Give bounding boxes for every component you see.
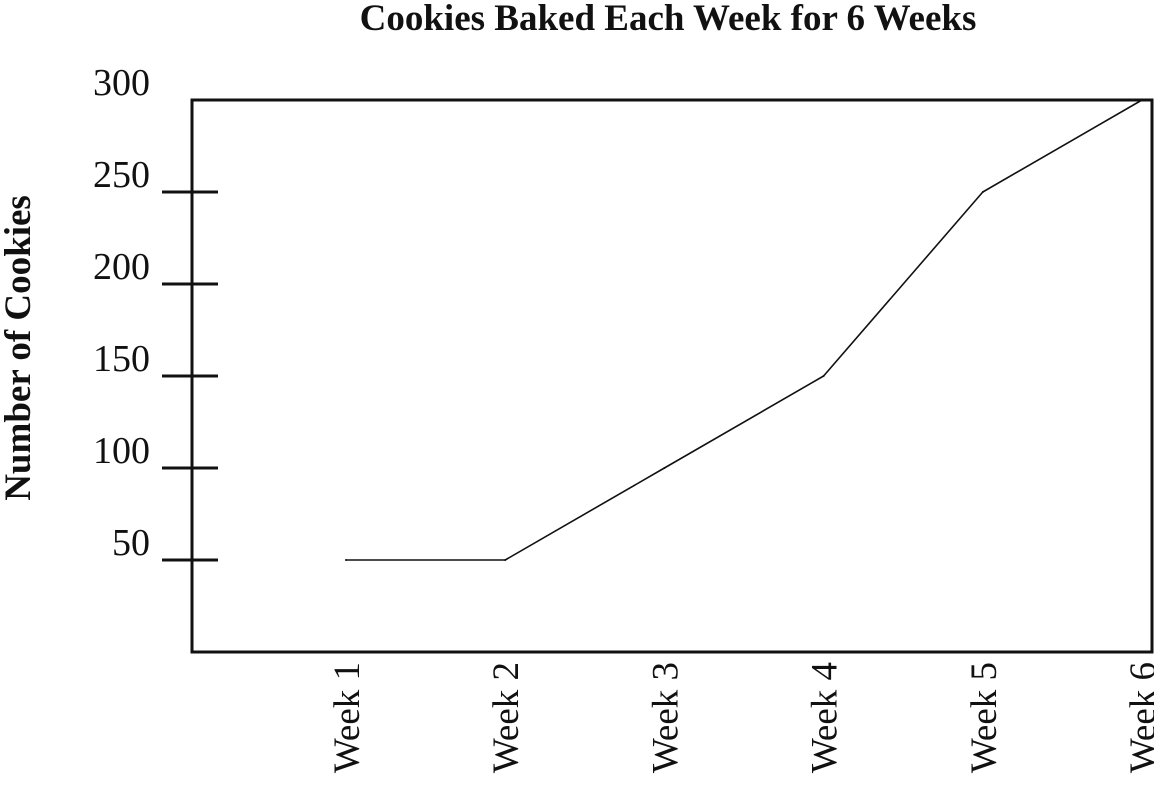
y-tick-label: 300 <box>93 62 150 104</box>
x-tick-label: Week 5 <box>964 662 1005 773</box>
y-tick-label: 50 <box>112 522 150 564</box>
x-tick-label: Week 2 <box>486 662 527 773</box>
y-tick-label: 100 <box>93 430 150 472</box>
data-point <box>663 467 666 469</box>
x-tick-label: Week 4 <box>805 662 846 773</box>
x-tick-label: Week 1 <box>327 662 368 773</box>
y-axis-label: Number of Cookies <box>0 195 39 501</box>
plot-frame <box>190 98 1154 654</box>
data-point <box>504 559 507 561</box>
data-point <box>345 559 347 561</box>
chart-title: Cookies Baked Each Week for 6 Weeks <box>360 0 977 39</box>
x-tick-label: Week 3 <box>645 662 686 773</box>
series-line <box>346 99 1143 561</box>
y-tick-label: 200 <box>93 246 150 288</box>
data-point <box>1141 99 1143 101</box>
x-tick-label: Week 6 <box>1123 662 1154 773</box>
data-points <box>345 99 1143 561</box>
y-axis-ticks: 50 100 150 200 250 300 <box>93 62 218 564</box>
data-point <box>822 375 825 377</box>
data-point <box>981 191 984 193</box>
y-tick-label: 250 <box>93 154 150 196</box>
y-tick-label: 150 <box>93 338 150 380</box>
x-axis-tick-labels: Week 1 Week 2 Week 3 Week 4 Week 5 Week 6 <box>327 662 1154 773</box>
